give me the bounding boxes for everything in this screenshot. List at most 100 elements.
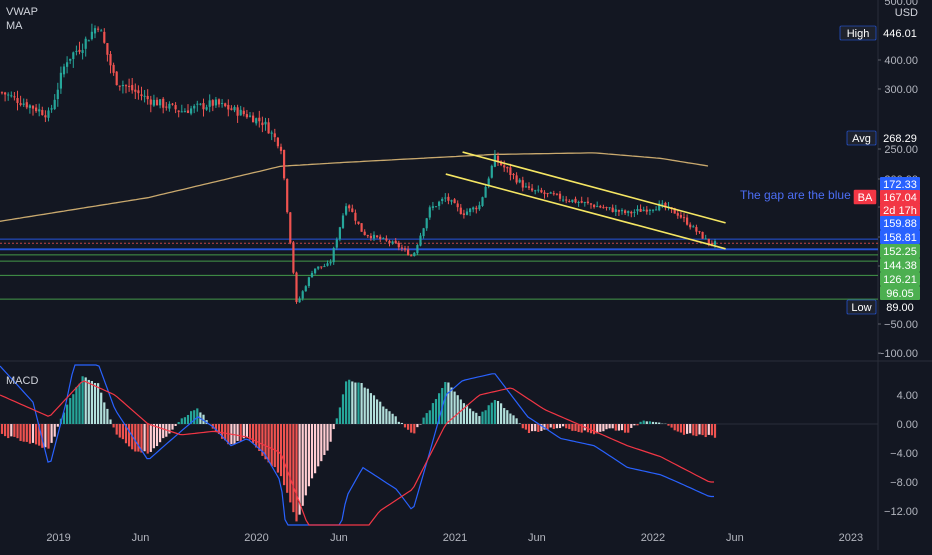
candle-body[interactable] [16,98,18,103]
candle-body[interactable] [162,99,164,108]
candle-body[interactable] [109,54,111,65]
candle-body[interactable] [559,194,561,199]
candle-body[interactable] [144,96,146,97]
candle-body[interactable] [478,205,480,209]
candle-body[interactable] [565,199,567,200]
candle-body[interactable] [612,208,614,212]
candle-body[interactable] [264,122,266,125]
candle-body[interactable] [568,201,570,202]
candle-body[interactable] [621,210,623,211]
candle-body[interactable] [602,207,604,208]
candle-body[interactable] [246,114,248,117]
candle-body[interactable] [150,99,152,104]
candle-body[interactable] [562,200,564,201]
candle-body[interactable] [69,59,71,61]
candle-body[interactable] [441,199,443,201]
candle-body[interactable] [199,104,201,105]
candle-body[interactable] [367,235,369,236]
candle-body[interactable] [708,239,710,244]
candle-body[interactable] [537,190,539,191]
candle-body[interactable] [131,85,133,90]
candle-body[interactable] [454,199,456,203]
candle-body[interactable] [509,167,511,175]
candle-body[interactable] [354,213,356,221]
candle-body[interactable] [122,85,124,86]
candle-body[interactable] [596,206,598,207]
candle-body[interactable] [175,105,177,109]
candle-body[interactable] [292,242,294,272]
candle-body[interactable] [277,138,279,146]
currency-label[interactable]: USD [895,7,918,19]
candle-body[interactable] [444,198,446,199]
candle-body[interactable] [78,50,80,52]
candle-body[interactable] [624,210,626,213]
candle-body[interactable] [627,211,629,213]
candle-body[interactable] [94,28,96,33]
ma-legend-label[interactable]: MA [6,20,23,32]
candle-body[interactable] [370,236,372,238]
candle-body[interactable] [345,206,347,214]
candle-body[interactable] [113,65,115,73]
candle-body[interactable] [689,225,691,228]
candle-body[interactable] [209,100,211,106]
candle-body[interactable] [677,213,679,216]
candle-body[interactable] [305,286,307,291]
candle-body[interactable] [385,238,387,240]
candle-body[interactable] [643,210,645,211]
vwap-legend-label[interactable]: VWAP [6,6,38,18]
candle-body[interactable] [714,241,716,245]
candle-body[interactable] [336,240,338,248]
candle-body[interactable] [299,298,301,302]
candle-body[interactable] [698,231,700,232]
candle-body[interactable] [652,210,654,211]
candle-body[interactable] [268,122,270,133]
candle-body[interactable] [227,105,229,109]
candle-body[interactable] [38,109,40,111]
candle-body[interactable] [252,116,254,123]
candle-body[interactable] [702,232,704,239]
candle-body[interactable] [44,115,46,117]
candle-body[interactable] [97,29,99,30]
candle-body[interactable] [506,167,508,168]
candle-body[interactable] [423,228,425,236]
candle-body[interactable] [119,86,121,87]
candle-body[interactable] [593,205,595,207]
candle-body[interactable] [605,207,607,208]
candle-body[interactable] [323,266,325,267]
candle-body[interactable] [100,30,102,31]
candle-body[interactable] [457,203,459,207]
candle-body[interactable] [240,110,242,116]
candle-body[interactable] [395,241,397,243]
candle-body[interactable] [469,209,471,213]
candle-body[interactable] [224,103,226,106]
candle-body[interactable] [450,200,452,202]
candle-body[interactable] [218,99,220,104]
candle-body[interactable] [460,208,462,214]
candle-body[interactable] [308,277,310,286]
candle-body[interactable] [63,66,65,74]
candle-body[interactable] [540,190,542,192]
candle-body[interactable] [655,209,657,210]
candle-body[interactable] [388,241,390,243]
candle-body[interactable] [35,108,37,112]
candle-body[interactable] [29,105,31,108]
candle-body[interactable] [410,255,412,256]
candle-body[interactable] [237,107,239,115]
candle-body[interactable] [435,206,437,207]
candle-body[interactable] [330,262,332,263]
candle-body[interactable] [357,222,359,224]
candle-body[interactable] [646,210,648,212]
candle-body[interactable] [258,118,260,122]
candle-body[interactable] [419,236,421,246]
candle-body[interactable] [128,86,130,87]
candle-body[interactable] [32,106,34,109]
candle-body[interactable] [261,123,263,125]
candle-body[interactable] [1,92,3,93]
candle-body[interactable] [618,210,620,212]
candle-body[interactable] [550,192,552,193]
candle-body[interactable] [202,103,204,109]
candle-body[interactable] [680,215,682,218]
candle-body[interactable] [196,104,198,105]
